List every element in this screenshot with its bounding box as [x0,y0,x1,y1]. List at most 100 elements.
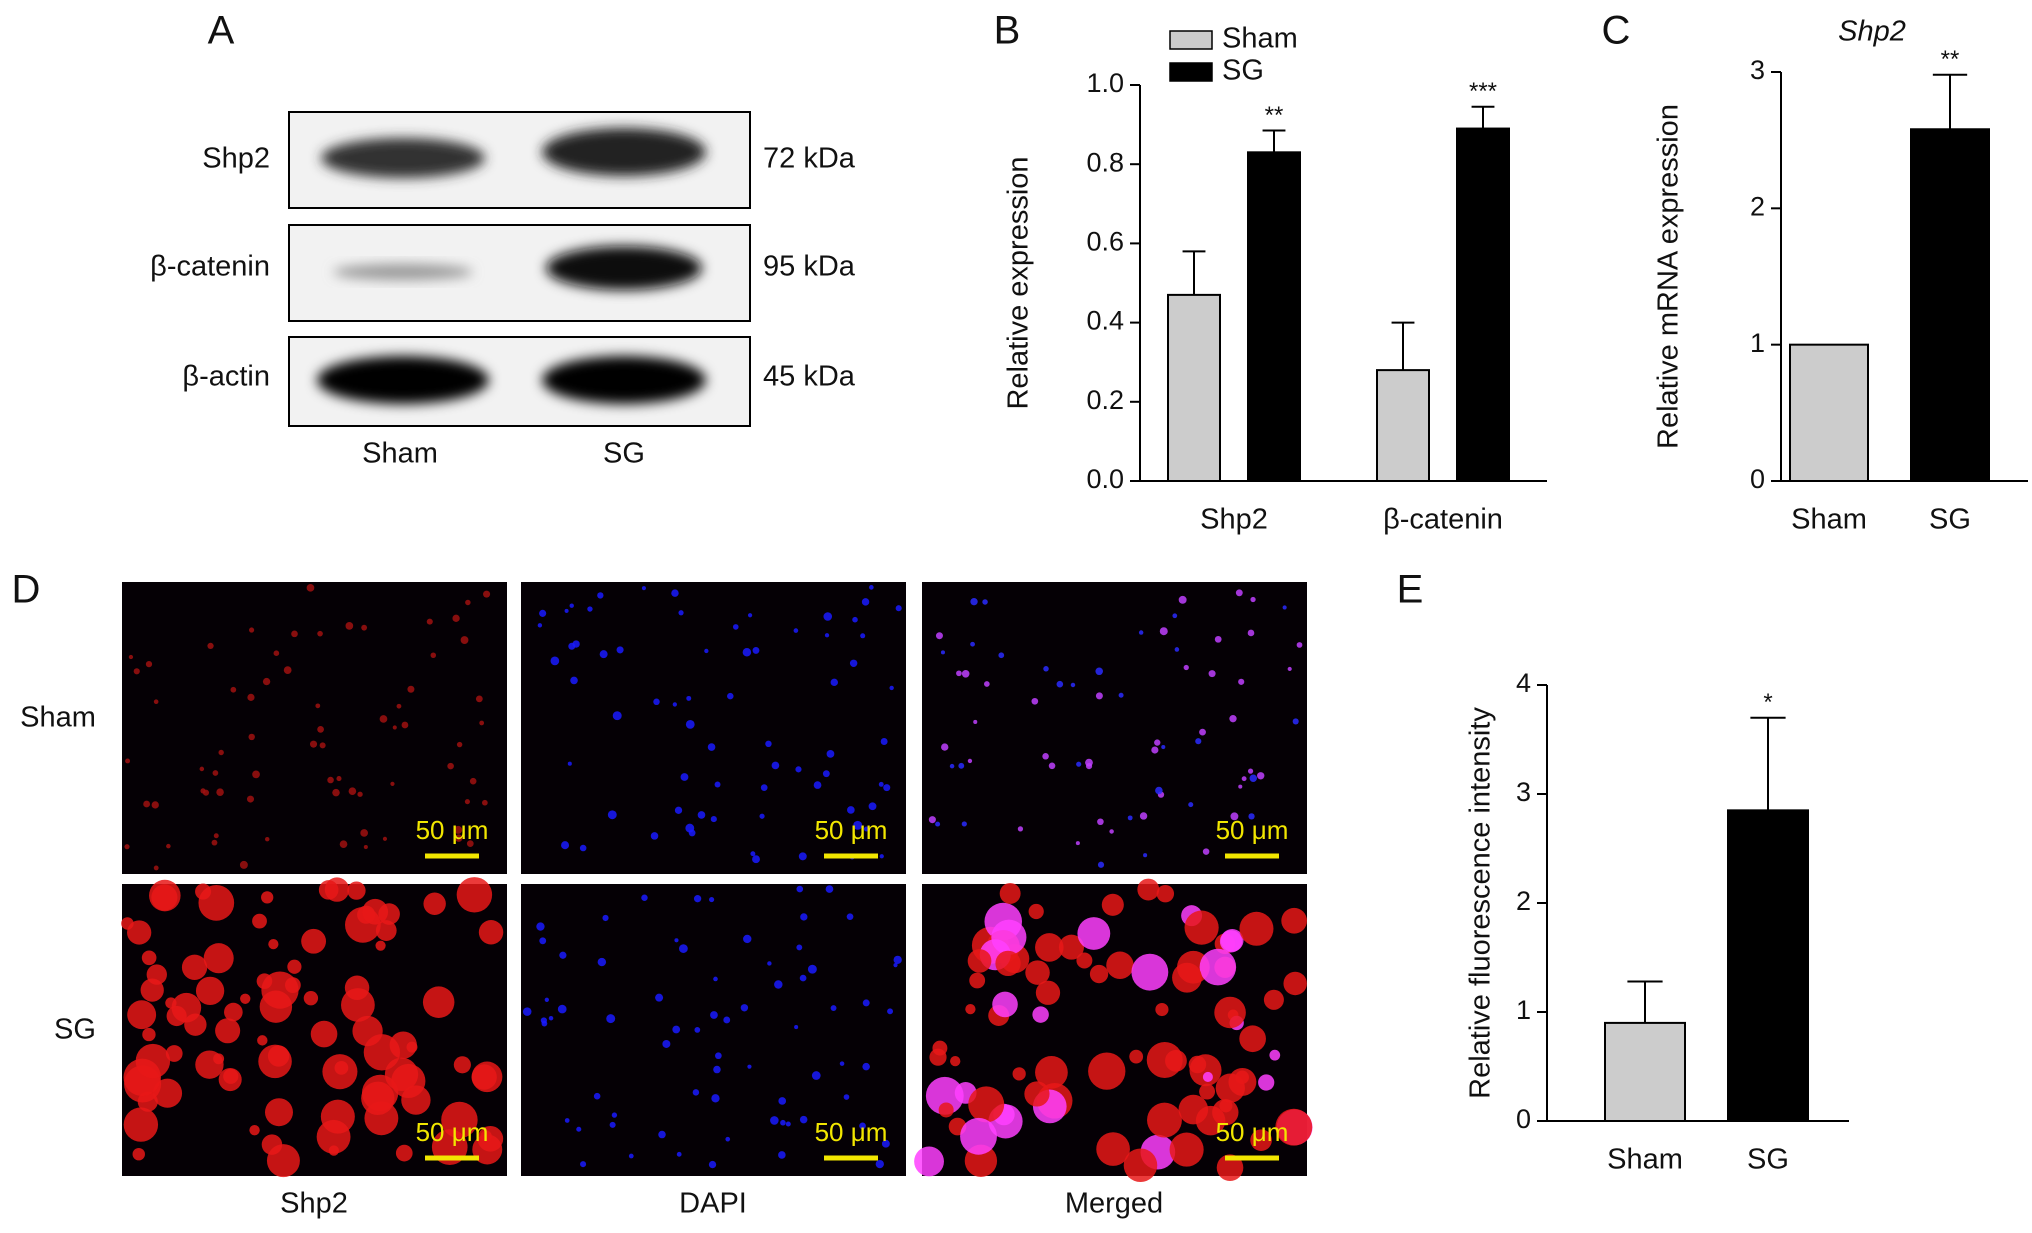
legend-label: Sham [1222,23,1298,55]
cell-spot [611,1112,618,1118]
cell-spot [384,1057,419,1091]
cell-spot [740,1004,749,1012]
cell-spot [453,1056,471,1074]
cell-spot [1241,776,1247,782]
cell-spot [680,773,689,781]
cell-spot [195,976,225,1006]
cell-spot [932,1040,948,1056]
cell-spot [1296,642,1303,648]
cell-spot [1075,841,1080,846]
cell-spot [799,1115,808,1124]
cell-spot [925,1076,964,1115]
cell-spot [460,636,469,644]
cell-spot [559,951,567,959]
cell-spot [742,648,752,657]
cell-spot [389,1031,417,1059]
cell-spot [1127,815,1133,821]
cell-spot [1282,605,1287,610]
cell-spot [674,806,683,814]
cell-spot [1184,910,1219,945]
blot-size-label: 72 kDa [763,143,856,175]
cell-spot [224,1002,243,1022]
band [546,246,702,290]
cell-spot [306,584,315,592]
cell-spot [713,976,718,982]
y-tick-label: 2 [1750,191,1765,221]
cell-spot [760,784,768,791]
cell-spot [847,806,855,814]
cell-spot [153,865,159,871]
y-tick-label: 0 [1516,1104,1531,1134]
cell-spot [539,609,547,617]
cell-spot [807,964,817,974]
cell-spot [361,624,368,631]
cell-spot [548,1015,554,1021]
cell-spot [375,920,397,941]
cell-spot [1214,996,1246,1029]
cell-spot [310,1020,338,1048]
cell-spot [124,844,130,850]
cell-spot [1056,680,1064,688]
y-tick-label: 0.4 [1086,306,1124,336]
cell-spot [732,624,739,630]
cell-spot [309,740,318,748]
cell-spot [823,612,833,621]
cell-spot [140,978,164,1002]
cell-spot [392,725,397,730]
cell-spot [262,677,271,686]
cell-spot [482,799,488,806]
cell-spot [839,1061,845,1066]
cell-spot [1028,903,1044,920]
cell-spot [715,1052,722,1060]
cell-spot [1230,812,1239,821]
cell-spot [770,1116,779,1125]
y-tick-label: 1 [1516,995,1531,1025]
cell-spot [711,1094,720,1103]
cell-spot [727,692,734,700]
cell-spot [1025,960,1050,985]
cell-spot [1248,813,1255,820]
cell-spot [813,781,822,789]
cell-spot [1183,664,1189,671]
cell-spot [1048,762,1056,770]
cell-spot [1216,1154,1244,1181]
bar [1910,128,1990,482]
cell-spot [704,648,709,654]
cell-spot [743,934,752,944]
cell-spot [1214,635,1222,643]
cell-spot [938,1102,954,1118]
panel-label: B [994,9,1021,53]
cell-spot [785,1121,791,1127]
cell-spot [587,606,593,612]
cell-spot [127,920,152,945]
cell-spot [914,1146,944,1177]
cell-spot [1097,861,1105,868]
legend-swatch [1169,62,1213,82]
cell-spot [602,914,609,922]
cell-spot [650,832,659,840]
x-tick-label: Shp2 [1200,504,1268,536]
cell-spot [256,973,273,989]
x-tick-label: Sham [1791,504,1867,536]
cell-spot [852,616,858,623]
cell-spot [671,589,679,597]
cell-spot [454,825,463,834]
cell-spot [883,784,891,792]
cell-spot [612,711,622,721]
cell-spot [693,895,702,903]
cell-spot [283,666,292,675]
cell-spot [1174,647,1180,652]
cell-spot [1143,853,1148,858]
cell-spot [811,1071,821,1080]
cell-spot [395,1144,413,1162]
cell-spot [390,781,395,786]
bar [1727,809,1809,1122]
cell-spot [1147,1102,1182,1138]
cell-spot [881,1139,890,1148]
cell-spot [710,1011,718,1019]
cell-spot [336,776,342,782]
scale-bar-label: 50 μm [1216,1117,1289,1147]
cell-spot [361,1081,395,1115]
cell-spot [1172,613,1178,619]
cell-spot [752,855,760,864]
